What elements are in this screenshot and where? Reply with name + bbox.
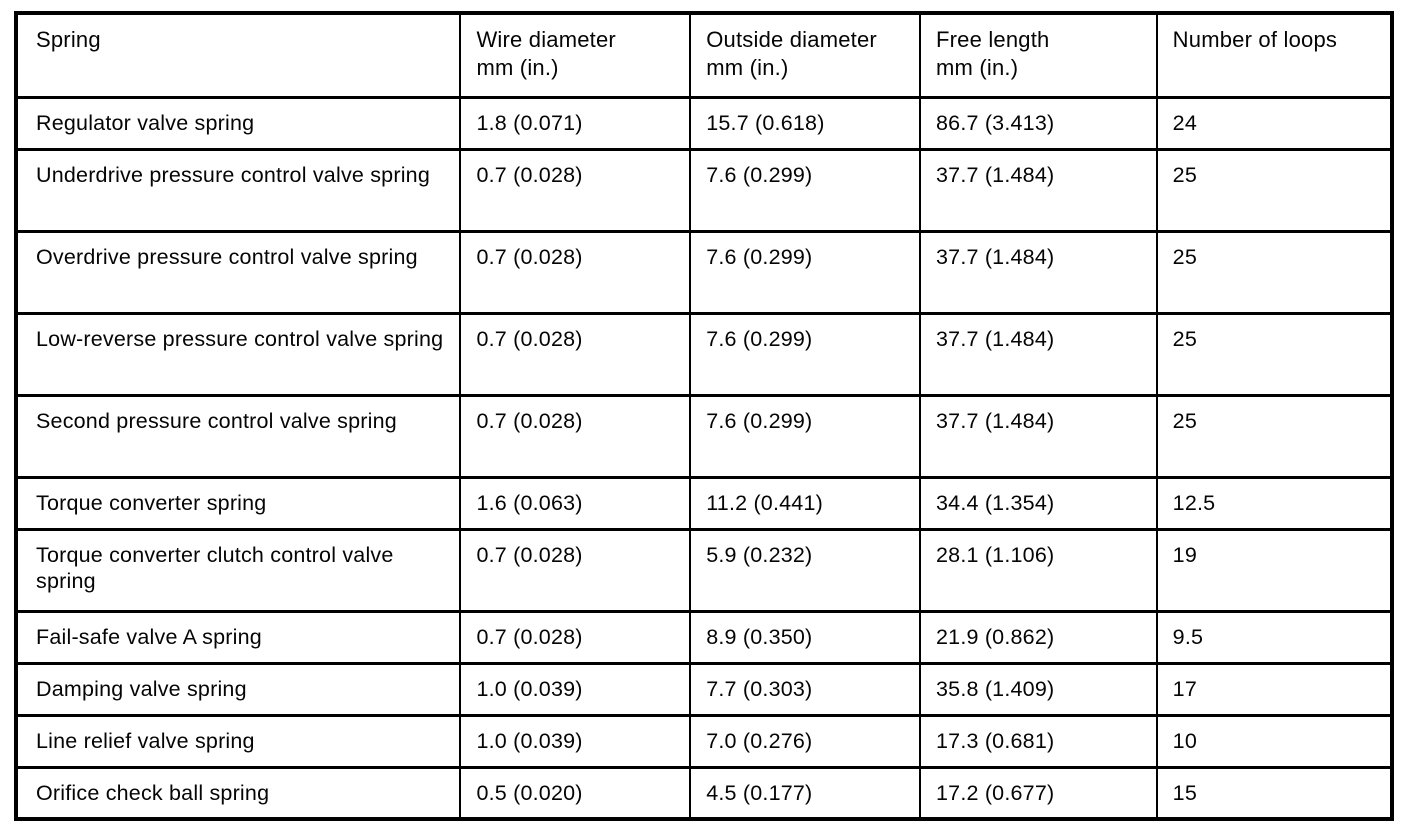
table-row: Fail-safe valve A spring 0.7 (0.028) 8.9… [14, 609, 1394, 665]
cell-number-of-loops: 25 [1155, 229, 1394, 315]
cell-free-length: 35.8 (1.409) [919, 661, 1158, 717]
column-header-sub: mm (in.) [476, 54, 559, 80]
column-header-outside-diameter: Outside diameter mm (in.) [689, 11, 921, 99]
table-row: Underdrive pressure control valve spring… [14, 147, 1394, 233]
cell-outside-diameter: 7.6 (0.299) [689, 147, 921, 233]
cell-number-of-loops: 10 [1155, 713, 1394, 769]
cell-spring-name: Second pressure control valve spring [14, 393, 462, 479]
cell-number-of-loops: 25 [1155, 147, 1394, 233]
table-row: Overdrive pressure control valve spring … [14, 229, 1394, 315]
cell-wire-diameter: 0.7 (0.028) [459, 311, 692, 397]
cell-wire-diameter: 0.7 (0.028) [459, 393, 692, 479]
cell-spring-name: Torque converter clutch control valve sp… [14, 527, 462, 613]
cell-wire-diameter: 1.0 (0.039) [459, 713, 692, 769]
cell-outside-diameter: 7.6 (0.299) [689, 393, 921, 479]
cell-number-of-loops: 15 [1155, 765, 1394, 821]
cell-spring-name: Underdrive pressure control valve spring [14, 147, 462, 233]
cell-number-of-loops: 12.5 [1155, 475, 1394, 531]
cell-wire-diameter: 0.7 (0.028) [459, 527, 692, 613]
cell-outside-diameter: 7.6 (0.299) [689, 229, 921, 315]
cell-number-of-loops: 25 [1155, 311, 1394, 397]
table-row: Line relief valve spring 1.0 (0.039) 7.0… [14, 713, 1394, 769]
column-header-label: Spring [36, 27, 101, 52]
column-header-label: Free length [936, 27, 1050, 52]
cell-free-length: 17.2 (0.677) [919, 765, 1158, 821]
cell-outside-diameter: 7.6 (0.299) [689, 311, 921, 397]
column-header-number-of-loops: Number of loops [1155, 11, 1394, 99]
table-row: Torque converter clutch control valve sp… [14, 527, 1394, 613]
cell-number-of-loops: 25 [1155, 393, 1394, 479]
table-row: Second pressure control valve spring 0.7… [14, 393, 1394, 479]
table-row: Orifice check ball spring 0.5 (0.020) 4.… [14, 765, 1394, 821]
column-header-label: Outside diameter [706, 27, 877, 52]
cell-outside-diameter: 7.7 (0.303) [689, 661, 921, 717]
cell-wire-diameter: 1.0 (0.039) [459, 661, 692, 717]
cell-outside-diameter: 4.5 (0.177) [689, 765, 921, 821]
cell-spring-name: Torque converter spring [14, 475, 462, 531]
cell-free-length: 37.7 (1.484) [919, 229, 1158, 315]
cell-wire-diameter: 0.5 (0.020) [459, 765, 692, 821]
cell-outside-diameter: 7.0 (0.276) [689, 713, 921, 769]
cell-outside-diameter: 15.7 (0.618) [689, 95, 921, 151]
cell-wire-diameter: 0.7 (0.028) [459, 609, 692, 665]
cell-spring-name: Low-reverse pressure control valve sprin… [14, 311, 462, 397]
table-header-row: Spring Wire diameter mm (in.) Outside di… [14, 11, 1394, 99]
cell-spring-name: Regulator valve spring [14, 95, 462, 151]
cell-spring-name: Line relief valve spring [14, 713, 462, 769]
column-header-label: Number of loops [1172, 27, 1338, 52]
cell-spring-name: Orifice check ball spring [14, 765, 462, 821]
cell-spring-name: Damping valve spring [14, 661, 462, 717]
cell-wire-diameter: 1.6 (0.063) [459, 475, 692, 531]
cell-free-length: 17.3 (0.681) [919, 713, 1158, 769]
cell-free-length: 21.9 (0.862) [919, 609, 1158, 665]
cell-spring-name: Fail-safe valve A spring [14, 609, 462, 665]
cell-number-of-loops: 19 [1155, 527, 1394, 613]
cell-free-length: 28.1 (1.106) [919, 527, 1158, 613]
cell-wire-diameter: 0.7 (0.028) [459, 229, 692, 315]
cell-wire-diameter: 0.7 (0.028) [459, 147, 692, 233]
cell-outside-diameter: 11.2 (0.441) [689, 475, 921, 531]
column-header-label: Wire diameter [476, 27, 616, 52]
table-row: Damping valve spring 1.0 (0.039) 7.7 (0.… [14, 661, 1394, 717]
column-header-sub: mm (in.) [706, 54, 789, 80]
cell-free-length: 37.7 (1.484) [919, 393, 1158, 479]
cell-number-of-loops: 17 [1155, 661, 1394, 717]
cell-number-of-loops: 9.5 [1155, 609, 1394, 665]
cell-free-length: 34.4 (1.354) [919, 475, 1158, 531]
table-row: Regulator valve spring 1.8 (0.071) 15.7 … [14, 95, 1394, 151]
spring-spec-table: Spring Wire diameter mm (in.) Outside di… [14, 11, 1394, 821]
cell-free-length: 37.7 (1.484) [919, 311, 1158, 397]
cell-spring-name: Overdrive pressure control valve spring [14, 229, 462, 315]
cell-outside-diameter: 8.9 (0.350) [689, 609, 921, 665]
column-header-wire-diameter: Wire diameter mm (in.) [459, 11, 692, 99]
cell-free-length: 86.7 (3.413) [919, 95, 1158, 151]
cell-free-length: 37.7 (1.484) [919, 147, 1158, 233]
cell-number-of-loops: 24 [1155, 95, 1394, 151]
column-header-sub: mm (in.) [936, 54, 1019, 80]
column-header-spring: Spring [14, 11, 462, 99]
cell-wire-diameter: 1.8 (0.071) [459, 95, 692, 151]
cell-outside-diameter: 5.9 (0.232) [689, 527, 921, 613]
column-header-free-length: Free length mm (in.) [919, 11, 1158, 99]
table-row: Torque converter spring 1.6 (0.063) 11.2… [14, 475, 1394, 531]
table-row: Low-reverse pressure control valve sprin… [14, 311, 1394, 397]
